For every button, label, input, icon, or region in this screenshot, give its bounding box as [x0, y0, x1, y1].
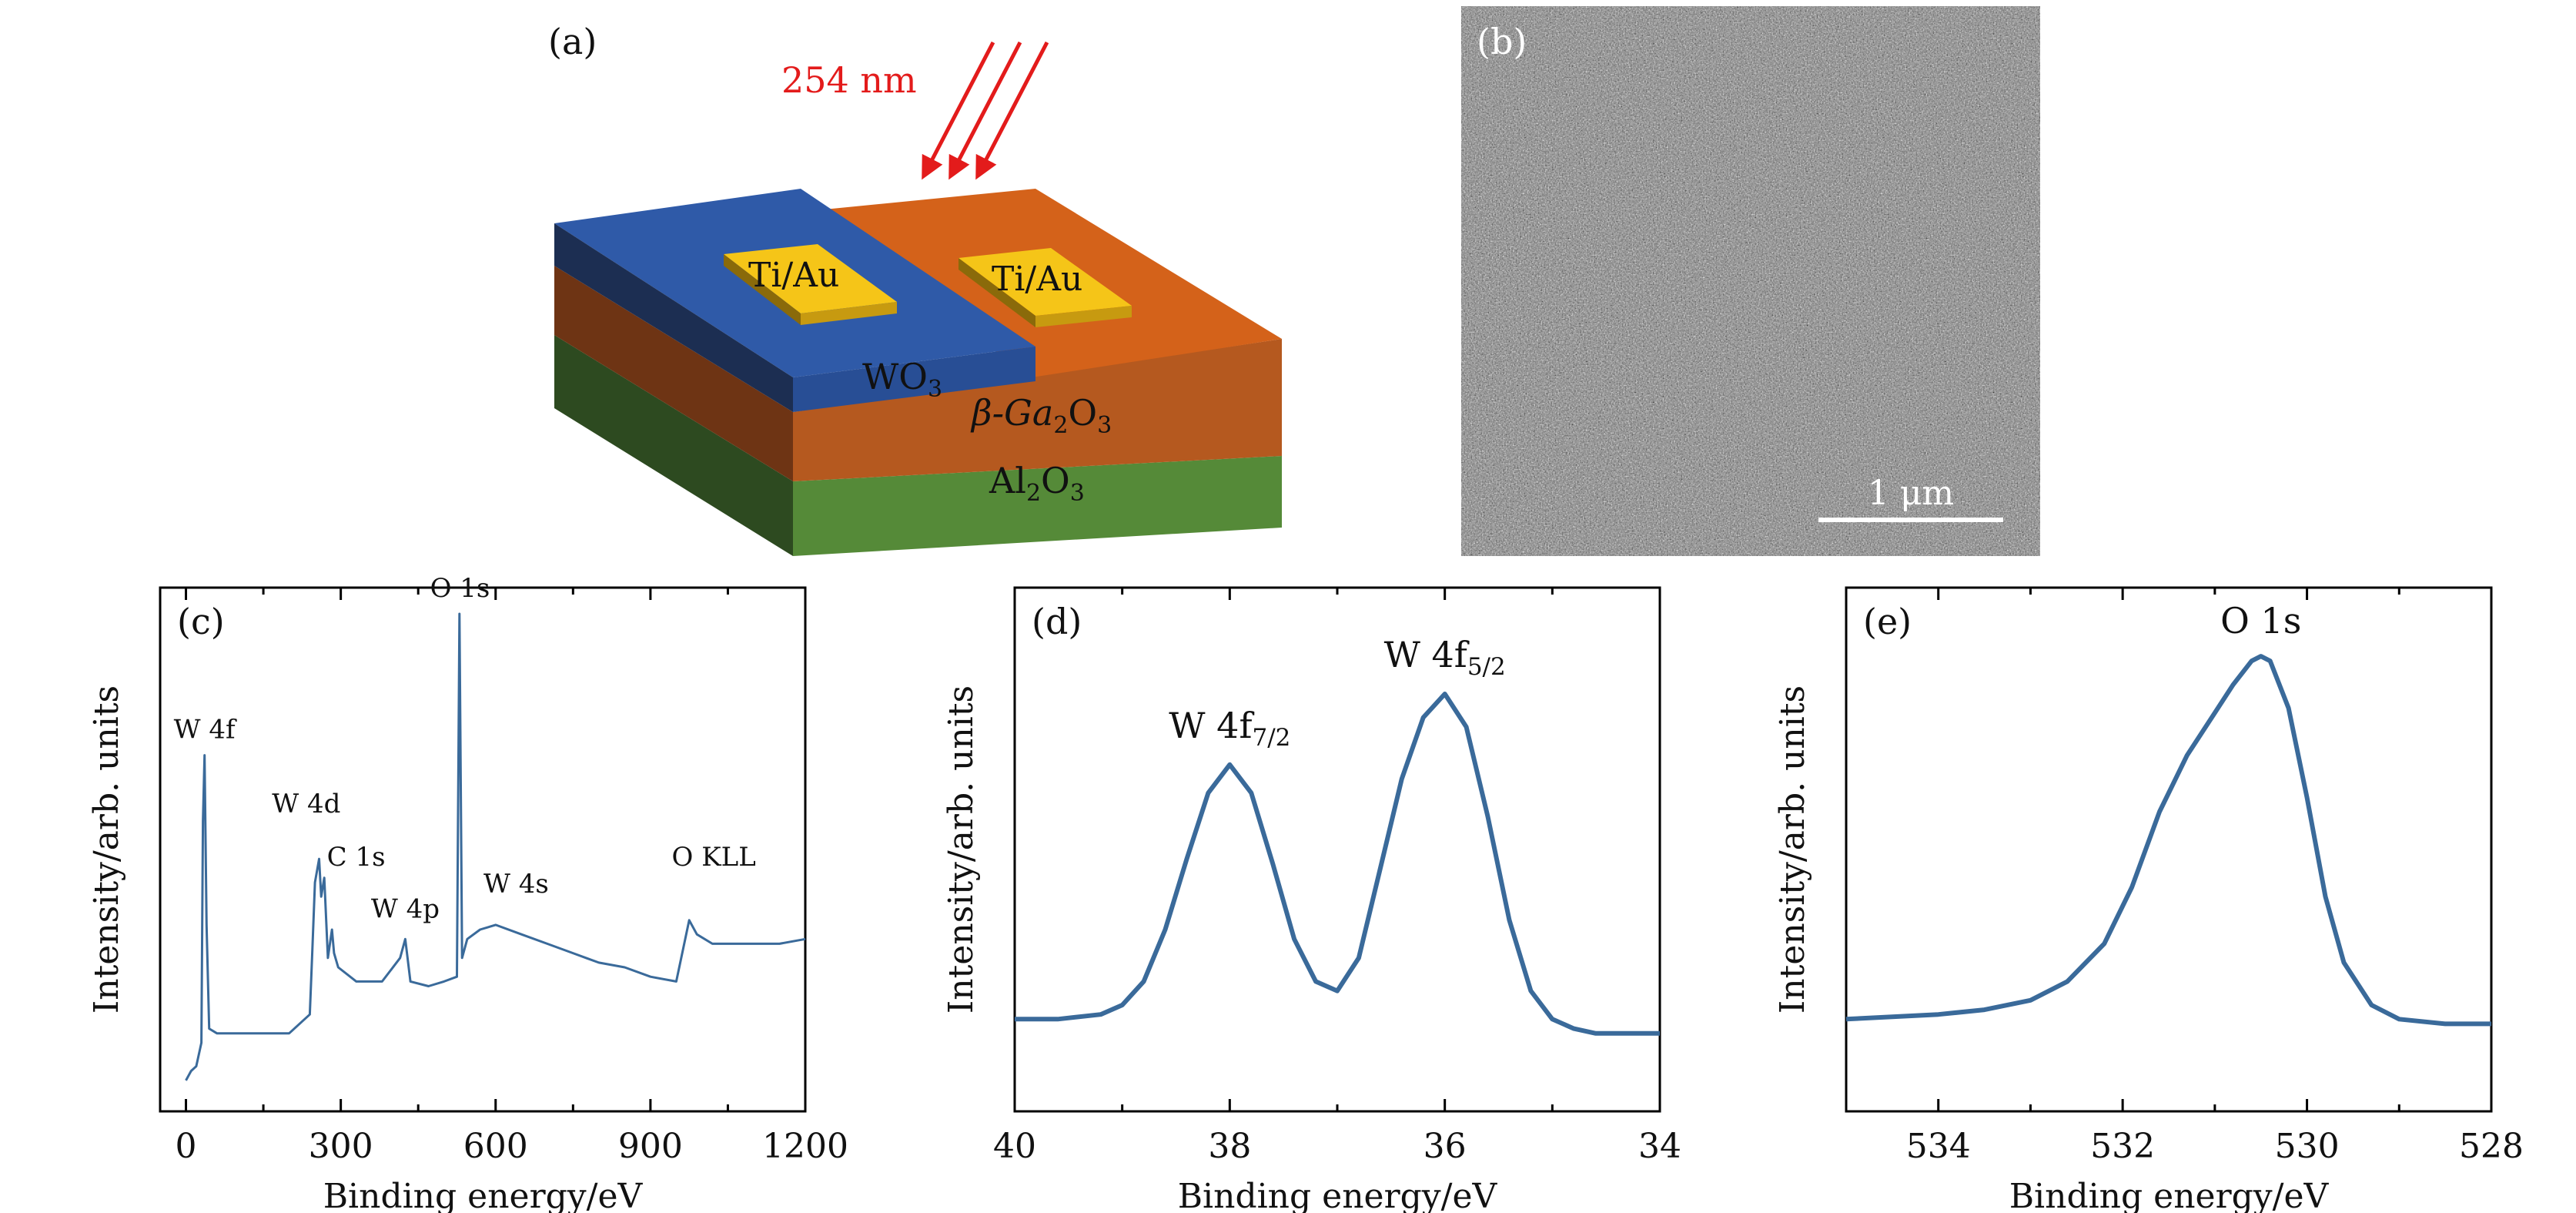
- chart-d: 40 38 36 34 Binding energy/eV Intensity/arb. …: [942, 586, 1681, 1213]
- scale-bar-label: 1 μm: [1868, 474, 1954, 513]
- panel-label: (c): [177, 601, 225, 642]
- peak-annotation: W 4f5/2: [1384, 634, 1506, 681]
- series-line: [1845, 654, 2491, 1027]
- electrode-left-side: [724, 254, 801, 325]
- x-tick-label: 38: [1208, 1127, 1251, 1166]
- ga2o3-left: [554, 266, 793, 481]
- wo3-label: WO3: [862, 356, 942, 403]
- electrode-right: Ti/Au: [958, 248, 1132, 327]
- peak-annotation: O 1s: [430, 573, 490, 604]
- electrode-right-front: [1035, 306, 1132, 327]
- series-line: [1015, 692, 1660, 1036]
- chart-e: 534 532 530 528 Binding energy/eV Intensity/a…: [1773, 586, 2524, 1213]
- panel-label: (e): [1863, 601, 1912, 642]
- al2o3-label: Al2O3: [989, 460, 1085, 507]
- plot-frame: [1845, 586, 2493, 1113]
- scale-bar: [1818, 518, 2003, 522]
- al2o3-front: [793, 456, 1282, 556]
- wo3-front: [793, 347, 1035, 412]
- y-axis-label: Intensity/arb. units: [1773, 685, 1812, 1014]
- wo3-left: [554, 223, 793, 412]
- peak-annotation: W 4d: [272, 789, 340, 819]
- series-line: [185, 612, 806, 1081]
- ga2o3-label: β-Ga2O3: [970, 392, 1112, 439]
- panel-a-label: (a): [548, 21, 597, 62]
- uv-arrow-1: [922, 41, 995, 180]
- plot-frame: [159, 586, 807, 1113]
- wavelength-label: 254 nm: [781, 59, 917, 101]
- x-tick-label: 532: [2090, 1127, 2155, 1166]
- electrode-right-top: [958, 248, 1132, 316]
- x-tick-label: 34: [1638, 1127, 1681, 1166]
- electrode-left-front: [801, 302, 897, 325]
- uv-arrow-3: [975, 41, 1049, 180]
- x-tick-label: 300: [309, 1127, 373, 1166]
- peak-annotation: W 4f: [174, 715, 237, 746]
- electrode-right-label: Ti/Au: [992, 260, 1082, 299]
- chart-c: 0 300 600 900 1200 Binding energy/eV Intensity…: [87, 573, 848, 1213]
- panel-label: (d): [1032, 601, 1082, 642]
- electrode-left-label: Ti/Au: [748, 256, 839, 295]
- x-tick-label: 0: [176, 1127, 197, 1166]
- y-axis-label: Intensity/arb. units: [942, 685, 981, 1014]
- x-tick-label: 530: [2275, 1127, 2340, 1166]
- x-axis-label: Binding energy/eV: [1178, 1177, 1498, 1213]
- sem-image: [1461, 6, 2040, 556]
- uv-arrow-2: [948, 41, 1022, 180]
- x-tick-label: 900: [618, 1127, 683, 1166]
- x-tick-label: 528: [2459, 1127, 2524, 1166]
- peak-annotation: W 4p: [371, 893, 440, 924]
- peak-annotation: O KLL: [672, 842, 756, 873]
- x-tick-label: 600: [463, 1127, 528, 1166]
- x-axis-label: Binding energy/eV: [323, 1177, 644, 1213]
- al2o3-left: [554, 335, 793, 556]
- electrode-left-top: [724, 244, 897, 313]
- uv-arrows: [922, 41, 1049, 180]
- panel-b: (b) 1 μm: [1461, 6, 2040, 556]
- x-tick-label: 40: [993, 1127, 1036, 1166]
- panel-a: (a) 254 nm Ti/Au Ti/Au: [548, 21, 1282, 556]
- electrode-right-side: [958, 258, 1035, 327]
- x-tick-label: 1200: [762, 1127, 848, 1166]
- plot-frame: [1013, 586, 1661, 1113]
- y-axis-label: Intensity/arb. units: [87, 685, 126, 1014]
- x-tick-label: 36: [1423, 1127, 1467, 1166]
- peak-annotation: W 4s: [483, 869, 549, 900]
- x-tick-label: 534: [1906, 1127, 1971, 1166]
- peak-annotation: O 1s: [2220, 600, 2301, 642]
- electrode-left: Ti/Au: [724, 244, 897, 325]
- peak-annotation: W 4f7/2: [1169, 705, 1290, 752]
- x-axis-label: Binding energy/eV: [2009, 1177, 2330, 1213]
- panel-b-label: (b): [1477, 21, 1527, 62]
- peak-annotation: C 1s: [327, 842, 386, 873]
- ga2o3-front: [793, 339, 1282, 481]
